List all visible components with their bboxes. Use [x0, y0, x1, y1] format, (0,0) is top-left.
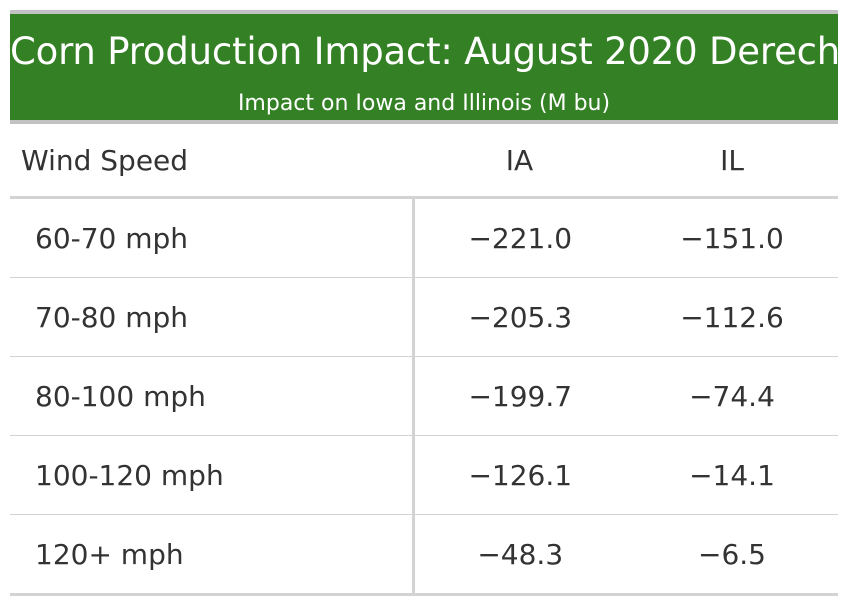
data-table: Wind Speed IA IL 60-70 mph −221.0 −151.0… [10, 124, 838, 596]
table-row: 100-120 mph −126.1 −14.1 [10, 435, 838, 515]
cell-ia: −205.3 [413, 277, 626, 357]
table-title: Corn Production Impact: August 2020 Dere… [10, 30, 838, 73]
column-header-wind-speed: Wind Speed [10, 124, 413, 199]
table-row: 80-100 mph −199.7 −74.4 [10, 356, 838, 436]
row-label: 70-80 mph [10, 277, 415, 357]
table-container: Corn Production Impact: August 2020 Dere… [10, 10, 838, 596]
cell-ia: −199.7 [413, 356, 626, 436]
cell-il: −151.0 [626, 197, 838, 278]
row-label: 60-70 mph [10, 197, 415, 278]
cell-il: −112.6 [626, 277, 838, 357]
row-label: 100-120 mph [10, 435, 415, 515]
table-row: 120+ mph −48.3 −6.5 [10, 514, 838, 596]
cell-ia: −48.3 [413, 514, 626, 596]
table-subtitle: Impact on Iowa and Illinois (M bu) [237, 91, 611, 116]
cell-il: −6.5 [626, 514, 838, 596]
cell-ia: −126.1 [413, 435, 626, 515]
row-label: 80-100 mph [10, 356, 415, 436]
table-header-band: Corn Production Impact: August 2020 Dere… [10, 10, 838, 124]
cell-il: −74.4 [626, 356, 838, 436]
column-header-ia: IA [413, 124, 626, 199]
table-row: 60-70 mph −221.0 −151.0 [10, 197, 838, 278]
cell-ia: −221.0 [413, 197, 626, 278]
column-header-il: IL [626, 124, 838, 199]
cell-il: −14.1 [626, 435, 838, 515]
column-header-row: Wind Speed IA IL [10, 124, 838, 199]
row-label: 120+ mph [10, 514, 415, 596]
table-row: 70-80 mph −205.3 −112.6 [10, 277, 838, 357]
